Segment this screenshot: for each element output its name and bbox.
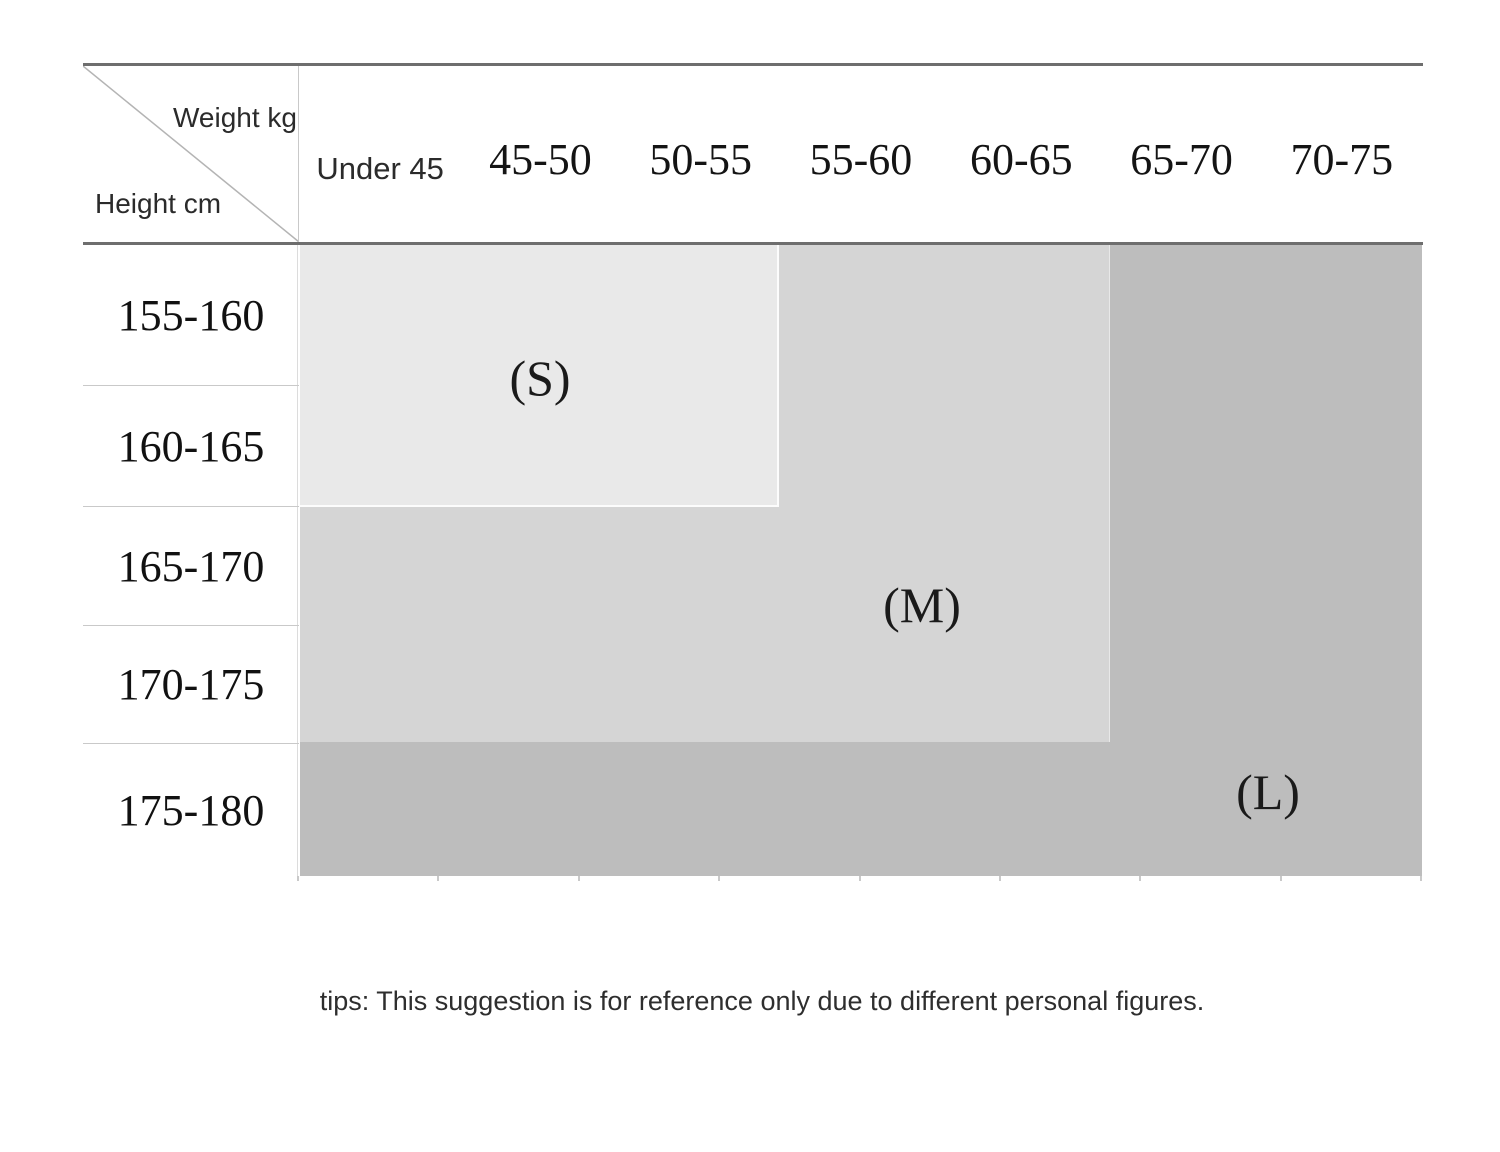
- height-axis-label: Height cm: [95, 188, 222, 219]
- row-header: 155-160: [83, 245, 299, 386]
- corner-column-divider: [298, 66, 299, 242]
- col-header: 45-50: [489, 135, 592, 184]
- height-row-headers: 155-160 160-165 165-170 170-175 175-180: [83, 245, 299, 876]
- corner-cell: Weight kg Height cm: [83, 66, 299, 242]
- col-header: 70-75: [1290, 135, 1394, 184]
- weight-column-headers: Under 45 45-50 50-55 55-60 60-65 65-70 70-75: [300, 66, 1422, 243]
- table-top-border: [83, 63, 1423, 66]
- row-header: 170-175: [83, 626, 299, 744]
- grid-tick: [1420, 876, 1422, 881]
- grid-tick: [578, 876, 580, 881]
- grid-tick: [859, 876, 861, 881]
- table-header-border: [83, 242, 1423, 245]
- row-header-divider: [297, 245, 298, 876]
- row-header: 175-180: [117, 785, 265, 835]
- zone-label-l: (L): [1236, 764, 1300, 820]
- grid-tick: [437, 876, 439, 881]
- grid-tick: [1280, 876, 1282, 881]
- grid-tick: [1139, 876, 1141, 881]
- tip-text: tips: This suggestion is for reference o…: [319, 986, 1205, 1016]
- col-header: 60-65: [969, 135, 1073, 184]
- col-header: 65-70: [1130, 135, 1233, 184]
- grid-tick: [718, 876, 720, 881]
- col-header: 50-55: [649, 135, 753, 184]
- col-header: 55-60: [809, 135, 913, 184]
- col-header: Under 45: [316, 150, 444, 186]
- zone-label-s: (S): [509, 350, 571, 406]
- zone-label-m: (M): [883, 577, 961, 633]
- size-zone-s: [300, 245, 779, 507]
- grid-tick: [297, 876, 299, 881]
- weight-axis-label: Weight kg: [173, 102, 297, 133]
- diagonal-divider-line: [83, 66, 299, 242]
- row-header: 165-170: [83, 507, 299, 626]
- row-header: 160-165: [83, 386, 299, 507]
- grid-tick: [999, 876, 1001, 881]
